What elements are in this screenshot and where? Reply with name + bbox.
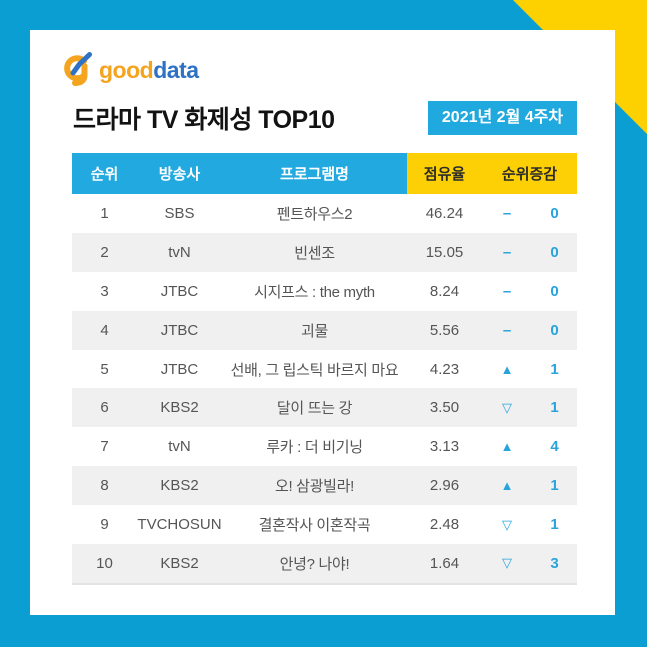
share-cell: 5.56	[429, 321, 460, 339]
rank-cell: 1	[100, 204, 109, 222]
change-down-icon: ▽	[502, 555, 512, 571]
change-value-cell: 1	[550, 516, 559, 534]
header-share: 점유율	[407, 153, 482, 194]
change-value-cell: 1	[550, 360, 559, 378]
table-row: 10 KBS2 안녕? 나야! 1.64 ▽ 3	[72, 544, 577, 583]
change-down-icon: ▽	[502, 399, 512, 415]
program-cell: 빈센조	[294, 244, 335, 262]
change-value-cell: 4	[550, 438, 559, 456]
ranking-table: 순위 방송사 프로그램명 점유율 순위증감 1 SBS 펜트하우스2 46.24–0 2…	[72, 153, 577, 585]
share-cell: 3.13	[429, 438, 460, 456]
change-same-icon: –	[502, 243, 512, 261]
network-cell: KBS2	[160, 399, 199, 417]
rank-cell: 6	[100, 399, 109, 417]
rank-cell: 8	[100, 477, 109, 495]
share-cell: 2.96	[429, 477, 460, 495]
change-value-cell: 1	[550, 399, 559, 417]
header-rank: 순위	[72, 153, 137, 194]
rank-cell: 10	[96, 554, 113, 572]
table-row: 5 JTBC 선배, 그 립스틱 바르지 마요 4.23 ▲ 1	[72, 350, 577, 389]
week-badge: 2021년 2월 4주차	[428, 101, 577, 135]
network-cell: JTBC	[160, 282, 199, 300]
program-cell: 괴물	[300, 322, 328, 340]
network-cell: KBS2	[160, 477, 199, 495]
share-cell: 8.24	[429, 282, 460, 300]
header-change: 순위증감	[482, 153, 577, 194]
table-row: 9 TVCHOSUN 결혼작사 이혼작곡 2.48 ▽ 1	[72, 505, 577, 544]
logo-text-good: good	[99, 56, 154, 83]
gooddata-logo: gooddata	[60, 52, 199, 88]
share-cell: 46.24	[425, 204, 464, 222]
table-row: 8 KBS2 오! 삼광빌라! 2.96 ▲ 1	[72, 466, 577, 506]
change-same-icon: –	[502, 321, 512, 339]
share-cell: 3.50	[429, 399, 460, 417]
change-value-cell: 0	[550, 321, 559, 339]
network-cell: JTBC	[160, 321, 199, 339]
share-cell: 4.23	[429, 360, 460, 378]
network-cell: SBS	[164, 204, 195, 222]
change-up-icon: ▲	[500, 439, 514, 455]
network-cell: tvN	[168, 243, 191, 261]
change-value-cell: 0	[550, 204, 559, 222]
table-row: 6 KBS2 달이 뜨는 강 3.50 ▽ 1	[72, 388, 577, 428]
network-cell: TVCHOSUN	[137, 516, 222, 534]
change-down-icon: ▽	[502, 516, 512, 532]
change-up-icon: ▲	[500, 478, 514, 494]
change-value-cell: 3	[550, 554, 559, 572]
table-row: 2 tvN 빈센조 15.05 – 0	[72, 232, 577, 272]
share-cell: 15.05	[425, 243, 464, 261]
content-card: gooddata 드라마 TV 화제성 TOP10 2021년 2월 4주차 순…	[30, 30, 615, 615]
program-cell: 달이 뜨는 강	[276, 400, 353, 418]
table-row: 7 tvN 루카 : 더 비기닝 3.13 ▲ 4	[72, 427, 577, 466]
network-cell: KBS2	[160, 554, 199, 572]
program-cell: 시지프스 : the myth	[254, 283, 375, 301]
program-cell: 안녕? 나야!	[279, 555, 350, 573]
rank-cell: 9	[100, 516, 109, 534]
change-same-icon: –	[502, 204, 512, 222]
network-cell: tvN	[168, 438, 191, 456]
share-cell: 2.48	[429, 516, 460, 534]
rank-cell: 7	[100, 438, 109, 456]
rank-cell: 2	[100, 243, 109, 261]
change-value-cell: 0	[550, 282, 559, 300]
rank-cell: 4	[100, 321, 109, 339]
change-value-cell: 1	[550, 477, 559, 495]
program-cell: 펜트하우스2	[276, 205, 353, 223]
header-network: 방송사	[137, 153, 222, 194]
change-same-icon: –	[502, 282, 512, 300]
program-cell: 선배, 그 립스틱 바르지 마요	[230, 361, 399, 379]
table-row: 4 JTBC 괴물 5.56 – 0	[72, 310, 577, 350]
table-row: 3 JTBC 시지프스 : the myth 8.24 – 0	[72, 272, 577, 311]
change-up-icon: ▲	[500, 361, 514, 377]
page-title: 드라마 TV 화제성 TOP10	[73, 106, 335, 134]
header-program: 프로그램명	[222, 153, 407, 194]
share-cell: 1.64	[429, 554, 460, 572]
program-cell: 루카 : 더 비기닝	[266, 439, 363, 457]
rank-cell: 5	[100, 360, 109, 378]
table-header-row: 순위 방송사 프로그램명 점유율 순위증감	[72, 153, 577, 194]
program-cell: 결혼작사 이혼작곡	[258, 517, 371, 535]
table-body: 1 SBS 펜트하우스2 46.24 – 0 2 tvN 빈센조 15.05 – 0 3 JTBC 시지프스…	[72, 194, 577, 585]
rank-cell: 3	[100, 282, 109, 300]
table-row: 1 SBS 펜트하우스2 46.24 – 0	[72, 194, 577, 233]
program-cell: 오! 삼광빌라!	[274, 478, 355, 496]
g-swoosh-icon	[60, 52, 92, 88]
network-cell: JTBC	[160, 360, 199, 378]
logo-text-data: data	[153, 56, 199, 83]
gooddata-logo-text: gooddata	[99, 57, 199, 84]
change-value-cell: 0	[550, 243, 559, 261]
